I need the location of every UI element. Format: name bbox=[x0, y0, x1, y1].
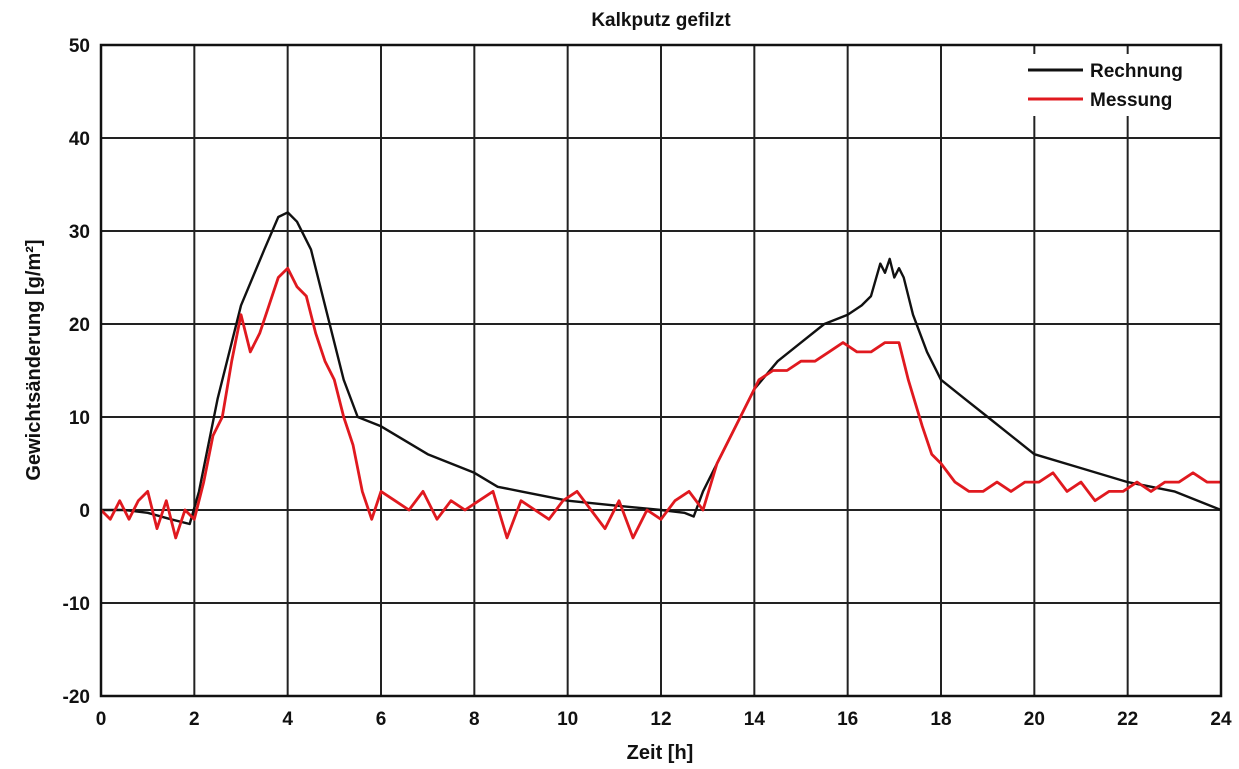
y-tick-label: -10 bbox=[63, 594, 90, 615]
x-tick-label: 8 bbox=[469, 709, 480, 730]
series-line-rechnung bbox=[101, 211, 1222, 526]
x-tick-label: 4 bbox=[282, 709, 293, 730]
x-tick-label: 6 bbox=[376, 709, 387, 730]
legend: Rechnung Messung bbox=[1018, 54, 1214, 116]
series-lines bbox=[100, 211, 1222, 540]
legend-background bbox=[1018, 54, 1214, 116]
plot-frame bbox=[99, 43, 1223, 698]
x-tick-label: 20 bbox=[1024, 709, 1045, 730]
x-tick-label: 2 bbox=[189, 709, 200, 730]
y-tick-label: 40 bbox=[69, 129, 90, 150]
x-tick-label: 12 bbox=[650, 709, 671, 730]
x-tick-label: 0 bbox=[96, 709, 107, 730]
y-tick-label: 50 bbox=[69, 36, 90, 57]
x-tick-label: 22 bbox=[1117, 709, 1138, 730]
series-line-messung bbox=[100, 266, 1221, 540]
y-axis-label: Gewichtsänderung [g/m²] bbox=[23, 239, 45, 480]
plot-grid bbox=[100, 44, 1222, 697]
x-tick-label: 14 bbox=[744, 709, 766, 730]
x-tick-label: 18 bbox=[930, 709, 951, 730]
y-tick-label: -20 bbox=[63, 687, 90, 708]
x-axis-label: Zeit [h] bbox=[627, 742, 694, 764]
y-tick-label: 10 bbox=[69, 408, 90, 429]
x-tick-label: 16 bbox=[837, 709, 858, 730]
legend-label: Rechnung bbox=[1090, 61, 1183, 82]
legend-label: Messung bbox=[1090, 90, 1172, 111]
y-tick-label: 30 bbox=[69, 222, 90, 243]
chart-title: Kalkputz gefilzt bbox=[591, 10, 731, 31]
x-tick-labels: 0 2 4 6 8 10 12 14 16 18 20 22 24 bbox=[96, 709, 1232, 730]
x-tick-label: 10 bbox=[557, 709, 578, 730]
y-tick-labels: -20 -10 0 10 20 30 40 50 bbox=[63, 36, 90, 708]
y-tick-label: 0 bbox=[79, 501, 90, 522]
x-tick-label: 24 bbox=[1210, 709, 1232, 730]
y-tick-label: 20 bbox=[69, 315, 90, 336]
